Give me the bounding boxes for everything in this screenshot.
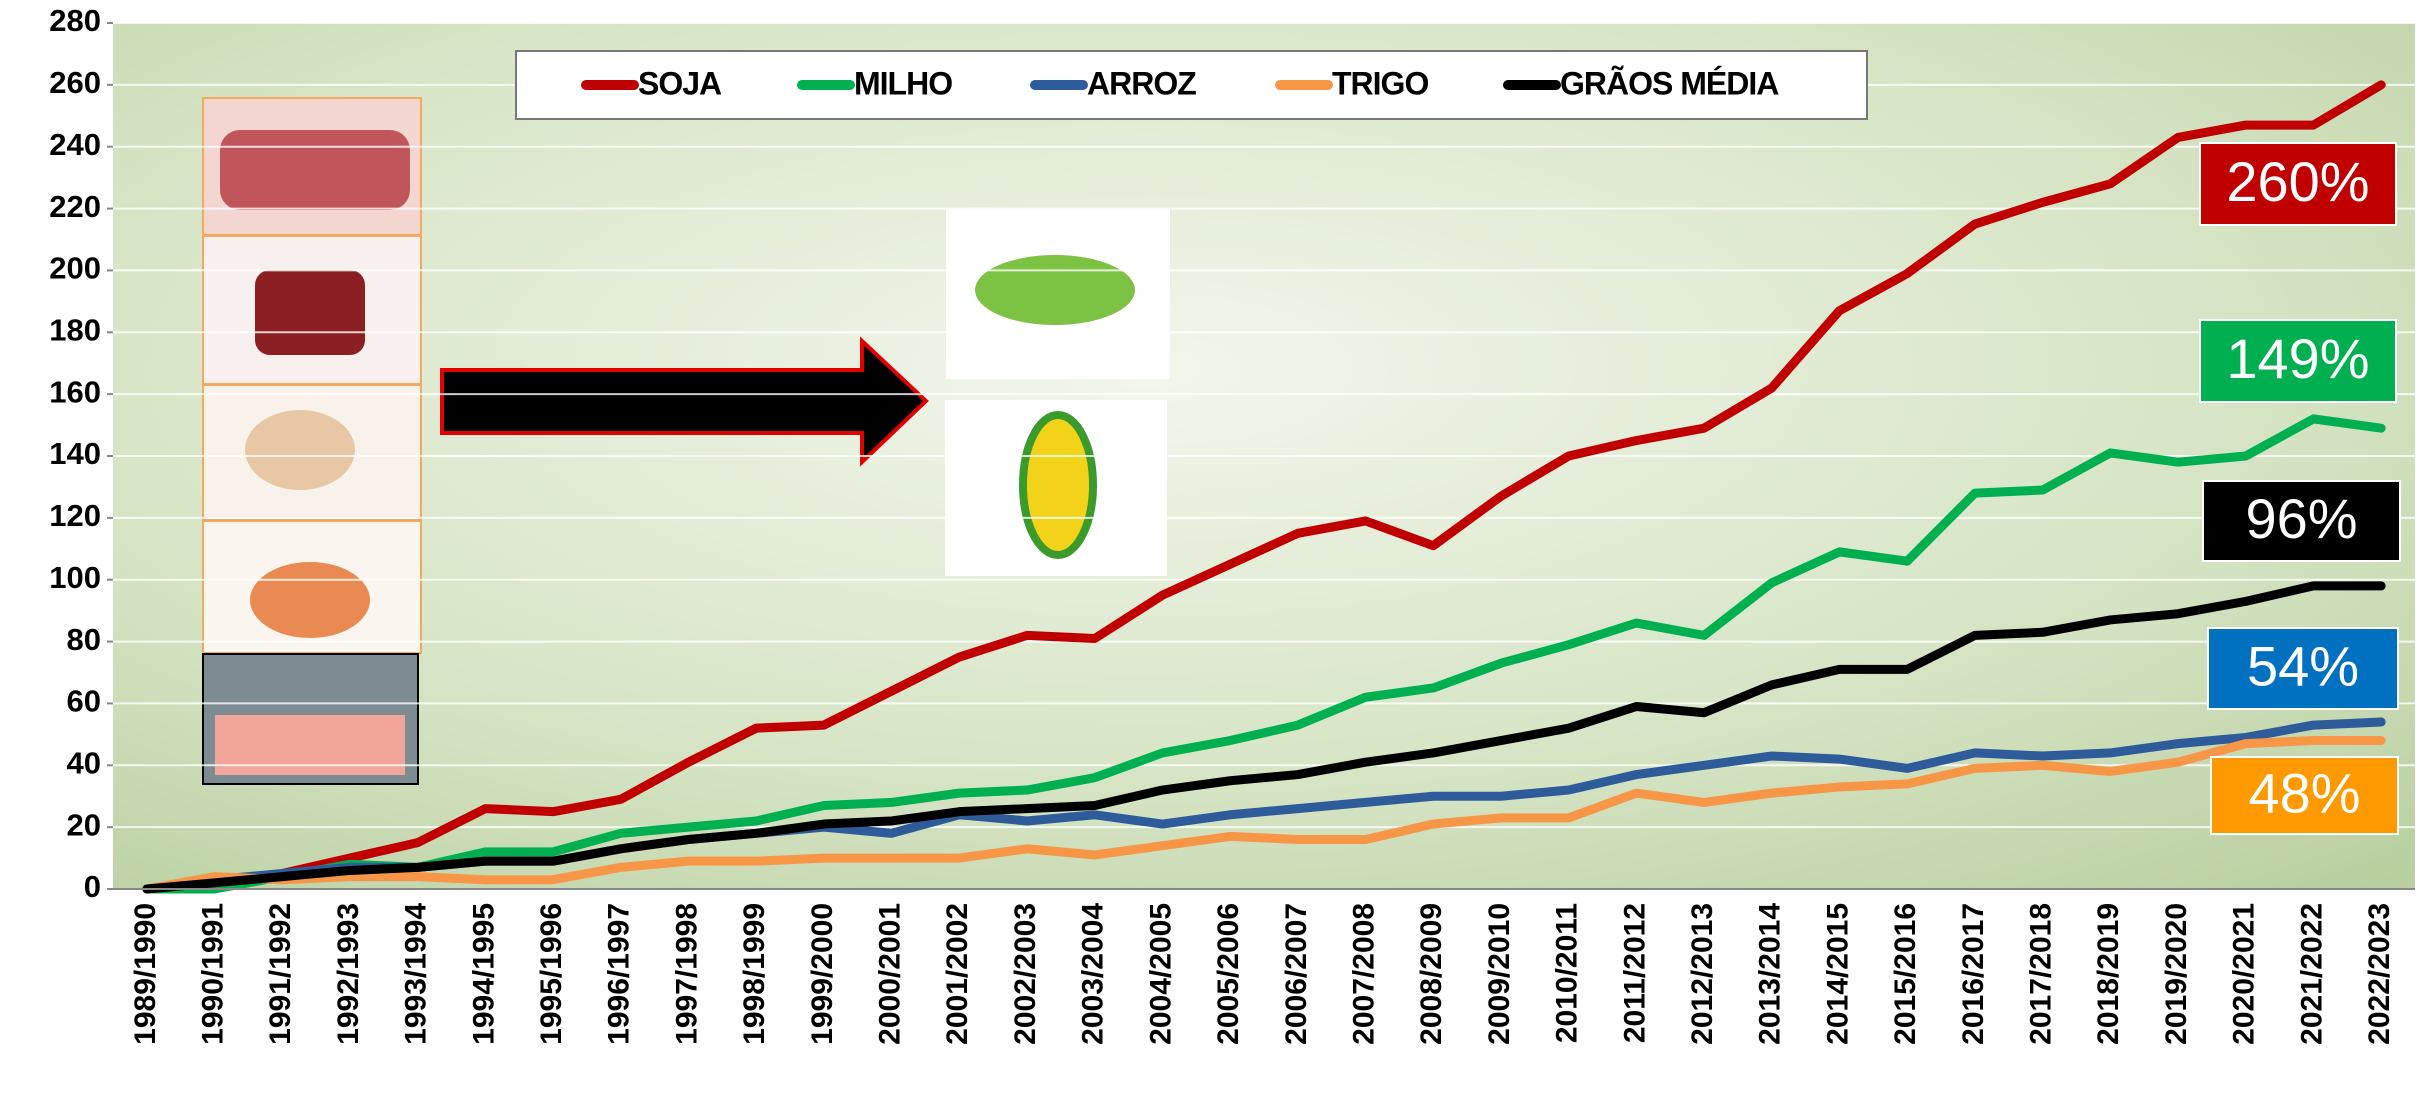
image-beef-shape <box>255 270 365 355</box>
y-tick-label: 120 <box>49 498 101 533</box>
x-tick-label: 2004/2005 <box>1144 903 1177 1045</box>
series-line <box>142 414 2386 894</box>
y-tick-label: 180 <box>49 312 101 347</box>
series-line <box>142 736 2386 894</box>
legend-label: SOJA <box>638 65 722 101</box>
annotation-text: 260% <box>2226 150 2369 213</box>
annotation-text: 149% <box>2226 327 2369 390</box>
y-tick-label: 280 <box>49 3 101 38</box>
x-tick-label: 2015/2016 <box>1889 903 1922 1045</box>
x-tick-label: 2012/2013 <box>1686 903 1719 1045</box>
arrow <box>440 336 929 467</box>
annotation-box <box>2210 756 2399 835</box>
x-tick-label: 2019/2020 <box>2160 903 2193 1045</box>
x-tick-label: 1990/1991 <box>196 903 229 1045</box>
x-tick-label: 1996/1997 <box>603 903 636 1045</box>
x-tick-label: 1991/1992 <box>264 903 297 1045</box>
x-tick-label: 1999/2000 <box>806 903 839 1045</box>
x-tick-label: 2020/2021 <box>2228 903 2261 1045</box>
x-tick-label: 2017/2018 <box>2025 903 2058 1045</box>
legend <box>515 50 1868 120</box>
lines <box>142 80 2386 894</box>
x-tick-label: 2016/2017 <box>1957 903 1990 1045</box>
x-tick-label: 2011/2012 <box>1618 903 1651 1043</box>
x-tick-label: 1989/1990 <box>129 903 162 1045</box>
x-tick-label: 2002/2003 <box>1009 903 1042 1045</box>
y-tick-label: 0 <box>84 869 101 904</box>
x-tick-label: 2003/2004 <box>1077 903 1110 1045</box>
legend-label: TRIGO <box>1332 65 1428 101</box>
x-tick-label: 1994/1995 <box>467 903 500 1045</box>
legend-label: GRÃOS MÉDIA <box>1560 65 1779 101</box>
legend-label: MILHO <box>854 65 952 101</box>
x-tick-label: 1993/1994 <box>400 903 433 1045</box>
x-tick-label: 2013/2014 <box>1754 903 1787 1045</box>
y-tick-label: 60 <box>67 684 101 719</box>
y-tick-label: 160 <box>49 374 101 409</box>
image-egg-shape <box>250 562 370 638</box>
y-tick-label: 140 <box>49 436 101 471</box>
x-tick-label: 1998/1999 <box>738 903 771 1045</box>
legend-label: ARROZ <box>1087 65 1196 101</box>
x-tick-label: 2006/2007 <box>1280 903 1313 1045</box>
x-tick-label: 2005/2006 <box>1212 903 1245 1045</box>
series-line <box>142 80 2386 894</box>
annotation-box <box>2207 627 2399 710</box>
y-tick-label: 100 <box>49 560 101 595</box>
x-tick-label: 2000/2001 <box>874 903 907 1045</box>
image-corn-shape <box>1019 411 1097 559</box>
x-tick-label: 2021/2022 <box>2295 903 2328 1045</box>
annotation-text: 54% <box>2247 634 2359 697</box>
annotation-box <box>2202 480 2401 562</box>
image-chicken-shape <box>245 410 355 490</box>
y-tick-label: 40 <box>67 745 101 780</box>
series-line <box>142 581 2386 894</box>
y-tick-label: 200 <box>49 251 101 286</box>
x-tick-label: 2014/2015 <box>1821 903 1854 1045</box>
y-tick-label: 220 <box>49 189 101 224</box>
annotation-box <box>2199 319 2397 403</box>
y-tick-label: 20 <box>67 807 101 842</box>
annotation-box <box>2199 142 2397 226</box>
x-tick-label: 2009/2010 <box>1483 903 1516 1045</box>
x-tick-label: 2008/2009 <box>1415 903 1448 1045</box>
x-tick-label: 2001/2002 <box>941 903 974 1045</box>
y-tick-label: 240 <box>49 127 101 162</box>
legend-entries: SOJA MILHO ARROZ TRIGO GRÃOS MÉDIA <box>581 65 1780 101</box>
x-tick-label: 2022/2023 <box>2363 903 2396 1045</box>
y-tick-label: 260 <box>49 65 101 100</box>
x-tick-label: 1992/1993 <box>332 903 365 1045</box>
x-tick-label: 2010/2011 <box>1551 903 1584 1043</box>
food-images <box>202 97 422 785</box>
image-soybeans-shape <box>975 255 1135 325</box>
annotations: 260% 149% 96% 54% 48% <box>2199 142 2401 835</box>
annotation-text: 96% <box>2245 487 2357 550</box>
x-tick-label: 1997/1998 <box>670 903 703 1045</box>
x-tick-label: 2018/2019 <box>2092 903 2125 1045</box>
annotation-text: 48% <box>2248 761 2360 824</box>
y-tick-label: 80 <box>67 622 101 657</box>
x-tick-label: 1995/1996 <box>535 903 568 1045</box>
image-steak-shape <box>220 130 410 210</box>
x-tick-label: 2007/2008 <box>1347 903 1380 1045</box>
